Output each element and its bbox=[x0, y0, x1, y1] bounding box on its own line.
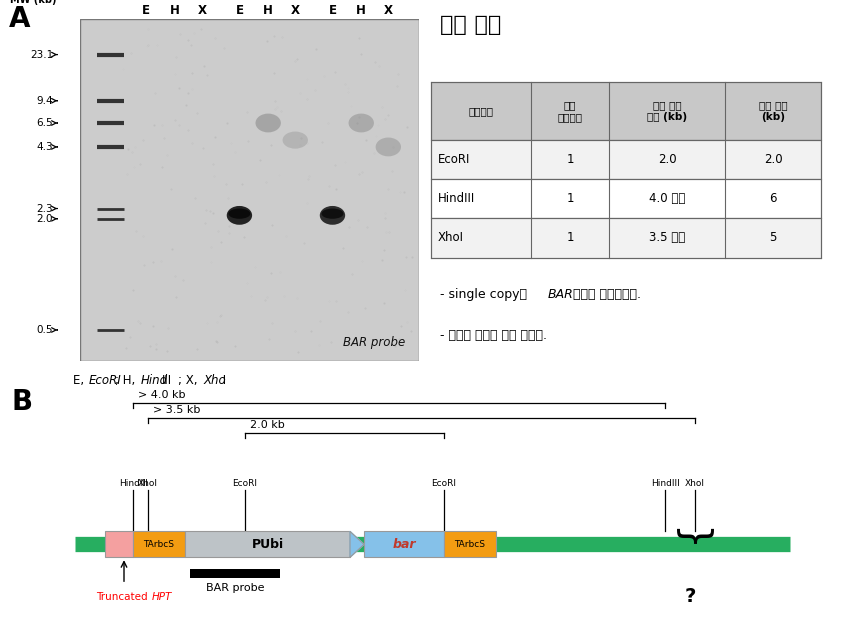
Text: H: H bbox=[263, 4, 273, 17]
Text: EcoRI: EcoRI bbox=[233, 479, 257, 488]
FancyBboxPatch shape bbox=[444, 531, 496, 557]
FancyBboxPatch shape bbox=[431, 82, 821, 140]
Text: BAR probe: BAR probe bbox=[343, 336, 405, 349]
Text: 4.3: 4.3 bbox=[36, 142, 53, 152]
Text: H: H bbox=[356, 4, 366, 17]
Text: 9.4: 9.4 bbox=[36, 96, 53, 106]
FancyBboxPatch shape bbox=[185, 531, 350, 557]
Text: Truncated: Truncated bbox=[96, 592, 151, 602]
Text: X: X bbox=[384, 4, 393, 17]
Text: 예상
밴드개수: 예상 밴드개수 bbox=[558, 100, 583, 122]
Text: Xho: Xho bbox=[204, 374, 227, 388]
Text: 2.0: 2.0 bbox=[36, 214, 53, 224]
FancyBboxPatch shape bbox=[133, 531, 185, 557]
FancyBboxPatch shape bbox=[364, 531, 444, 557]
Text: 3.5 이상: 3.5 이상 bbox=[649, 231, 685, 244]
Text: 유전자 삽입되었음.: 유전자 삽입되었음. bbox=[569, 289, 641, 301]
Text: A: A bbox=[8, 4, 30, 33]
Text: bar: bar bbox=[393, 538, 415, 551]
Polygon shape bbox=[350, 531, 364, 557]
Text: EcoRI: EcoRI bbox=[89, 374, 122, 388]
Text: PUbi: PUbi bbox=[251, 538, 283, 551]
Text: - single copy의: - single copy의 bbox=[440, 289, 531, 301]
Text: ; H,: ; H, bbox=[115, 374, 139, 388]
Text: 2.0 kb: 2.0 kb bbox=[250, 420, 285, 430]
Text: 실제 크기
(kb): 실제 크기 (kb) bbox=[759, 100, 788, 122]
Text: 예상 밴드
크기 (kb): 예상 밴드 크기 (kb) bbox=[647, 100, 687, 122]
Text: XhoI: XhoI bbox=[685, 479, 705, 488]
Text: EcoRI: EcoRI bbox=[431, 479, 457, 488]
Ellipse shape bbox=[227, 206, 252, 225]
Text: X: X bbox=[291, 4, 299, 17]
Text: - 예상된 크기의 밴드 출현됨.: - 예상된 크기의 밴드 출현됨. bbox=[440, 330, 547, 342]
FancyBboxPatch shape bbox=[80, 19, 419, 361]
Text: BAR probe: BAR probe bbox=[206, 583, 264, 593]
Text: E: E bbox=[328, 4, 337, 17]
Text: 6.5: 6.5 bbox=[36, 118, 53, 128]
Text: 0.5: 0.5 bbox=[36, 325, 53, 335]
FancyBboxPatch shape bbox=[431, 218, 821, 258]
Text: 2.0: 2.0 bbox=[658, 153, 677, 166]
Text: EcoRI: EcoRI bbox=[438, 153, 470, 166]
Text: TArbcS: TArbcS bbox=[454, 540, 486, 549]
Text: 2.0: 2.0 bbox=[764, 153, 783, 166]
Text: 결과 요약: 결과 요약 bbox=[440, 15, 501, 35]
Text: HindIII: HindIII bbox=[651, 479, 679, 488]
Ellipse shape bbox=[321, 208, 343, 219]
Text: ?: ? bbox=[684, 587, 695, 606]
Text: E,: E, bbox=[73, 374, 88, 388]
Text: MW (kb): MW (kb) bbox=[10, 0, 57, 5]
Text: XhoI: XhoI bbox=[138, 479, 158, 488]
Ellipse shape bbox=[320, 206, 345, 225]
Text: 4.0 이상: 4.0 이상 bbox=[649, 192, 685, 205]
Text: 1: 1 bbox=[566, 192, 574, 205]
Ellipse shape bbox=[255, 114, 281, 132]
Text: 5: 5 bbox=[769, 231, 777, 244]
Text: XhoI: XhoI bbox=[438, 231, 464, 244]
Ellipse shape bbox=[283, 131, 308, 149]
Ellipse shape bbox=[376, 137, 401, 156]
Text: III: III bbox=[162, 374, 172, 388]
Text: E: E bbox=[142, 4, 151, 17]
Text: B: B bbox=[12, 388, 33, 416]
Text: TArbcS: TArbcS bbox=[144, 540, 174, 549]
Text: 23.1: 23.1 bbox=[30, 50, 53, 60]
Ellipse shape bbox=[228, 208, 250, 219]
Text: E: E bbox=[235, 4, 244, 17]
Text: 1: 1 bbox=[566, 153, 574, 166]
Text: 제한효소: 제한효소 bbox=[469, 106, 494, 116]
Ellipse shape bbox=[349, 114, 374, 132]
Text: }: } bbox=[671, 527, 709, 552]
Text: I: I bbox=[219, 374, 227, 388]
Text: ; X,: ; X, bbox=[178, 374, 201, 388]
Text: BAR: BAR bbox=[548, 289, 574, 301]
FancyBboxPatch shape bbox=[431, 140, 821, 179]
FancyBboxPatch shape bbox=[105, 531, 133, 557]
Text: H: H bbox=[170, 4, 180, 17]
Text: 2.3: 2.3 bbox=[36, 203, 53, 213]
Text: > 4.0 kb: > 4.0 kb bbox=[138, 390, 185, 400]
Text: > 3.5 kb: > 3.5 kb bbox=[153, 405, 201, 415]
Text: Hind: Hind bbox=[141, 374, 168, 388]
FancyBboxPatch shape bbox=[190, 569, 280, 578]
Text: X: X bbox=[198, 4, 206, 17]
Text: HPT: HPT bbox=[152, 592, 173, 602]
Text: 1: 1 bbox=[566, 231, 574, 244]
Text: HindIII: HindIII bbox=[438, 192, 475, 205]
Text: HindIII: HindIII bbox=[118, 479, 147, 488]
FancyBboxPatch shape bbox=[431, 179, 821, 218]
Text: 6: 6 bbox=[769, 192, 777, 205]
